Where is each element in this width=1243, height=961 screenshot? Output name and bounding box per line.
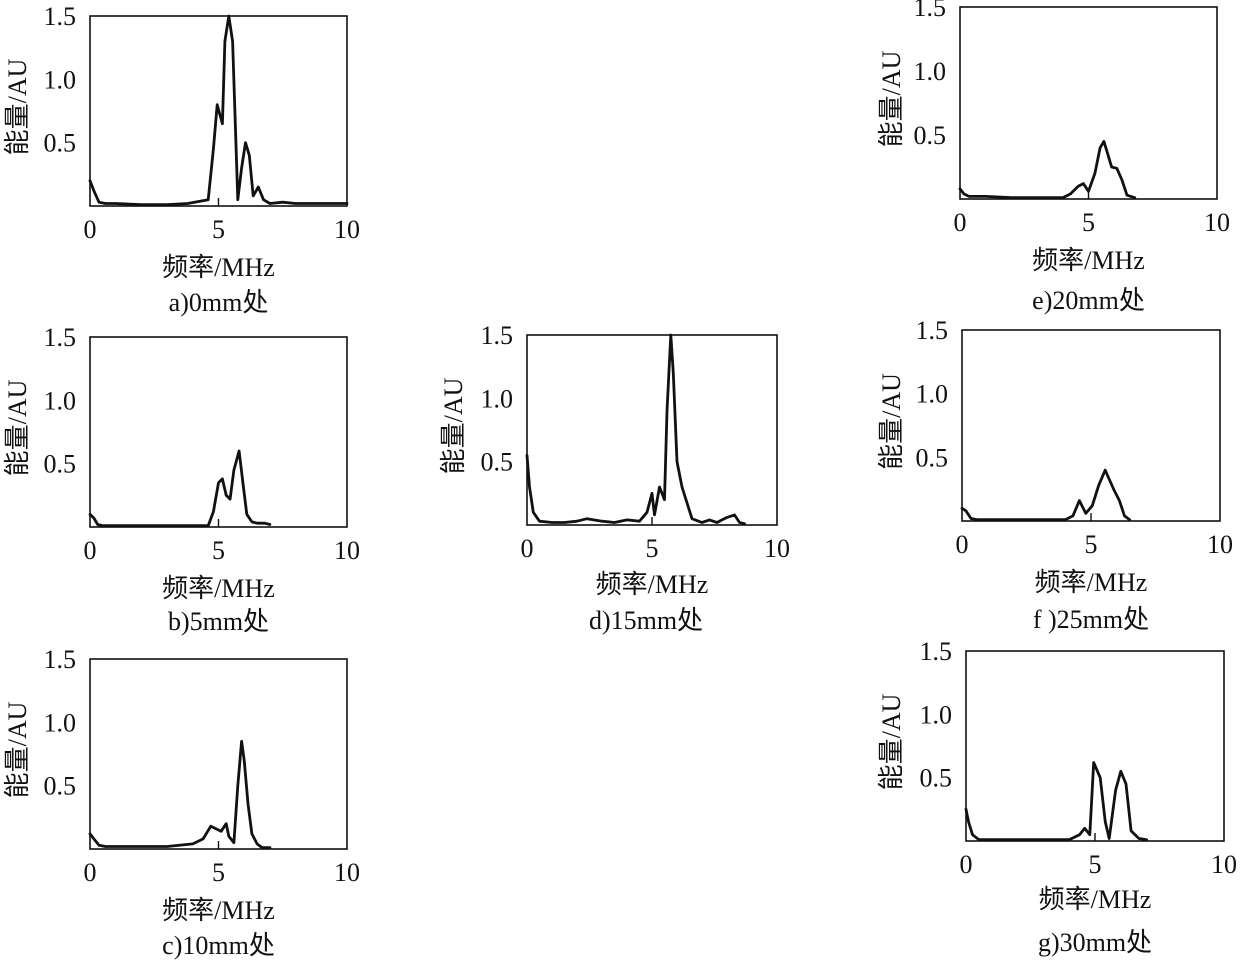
- panel-caption: f )25mm处: [1033, 605, 1149, 634]
- y-axis-label: 能量/AU: [3, 379, 32, 476]
- panel-e: 0.5 1.0 1.5 0 5 10 频率/MHz 能量/AU e)20mm处: [877, 0, 1230, 315]
- y-tick-label: 1.0: [44, 708, 77, 737]
- y-tick-label: 1.0: [916, 380, 949, 409]
- y-tick-label: 1.5: [44, 645, 77, 674]
- y-axis-label: 能量/AU: [877, 373, 906, 470]
- y-axis-label: 能量/AU: [3, 58, 32, 155]
- plot-frame: [89, 658, 348, 850]
- y-tick-label: 1.5: [481, 321, 514, 350]
- y-tick-label: 1.0: [481, 384, 514, 413]
- x-tick-label: 0: [521, 534, 534, 563]
- x-tick-label: 5: [212, 858, 225, 887]
- y-tick-label: 0.5: [44, 129, 77, 158]
- y-tick-label: 0.5: [481, 448, 514, 477]
- x-tick-label: 5: [1085, 530, 1098, 559]
- panel-b: 0.5 1.0 1.5 0 5 10 频率/MHz 能量/AU b)5mm处: [3, 323, 360, 636]
- x-tick-label: 0: [84, 536, 97, 565]
- x-tick-label: 0: [956, 530, 969, 559]
- y-tick-label: 0.5: [44, 450, 77, 479]
- series-line: [88, 739, 272, 850]
- x-tick-label: 0: [960, 850, 973, 879]
- y-tick-label: 0.5: [914, 121, 947, 150]
- y-tick-label: 1.0: [44, 386, 77, 415]
- series-line: [525, 333, 746, 526]
- x-axis-label: 频率/MHz: [1035, 568, 1148, 597]
- x-tick-label: 5: [1089, 850, 1102, 879]
- x-axis-label: 频率/MHz: [162, 253, 275, 282]
- y-tick-label: 1.5: [44, 2, 77, 31]
- x-tick-label: 5: [646, 534, 659, 563]
- x-tick-label: 10: [1211, 850, 1237, 879]
- x-tick-label: 10: [764, 534, 790, 563]
- series-line: [960, 468, 1132, 522]
- panel-c: 0.5 1.0 1.5 0 5 10 频率/MHz 能量/AU c)10mm处: [3, 645, 360, 960]
- panel-a: 0.5 1.0 1.5 0 5 10 频率/MHz 能量/AU a)0mm处: [3, 2, 360, 317]
- y-tick-label: 1.0: [920, 700, 953, 729]
- x-axis-label: 频率/MHz: [596, 570, 709, 599]
- x-tick-label: 5: [1082, 208, 1095, 237]
- y-tick-label: 0.5: [44, 772, 77, 801]
- series-line: [88, 14, 349, 207]
- series-line: [958, 140, 1137, 200]
- panel-g: 0.5 1.0 1.5 0 5 10 频率/MHz 能量/AU g)30mm处: [877, 637, 1237, 957]
- panel-caption: b)5mm处: [168, 607, 269, 636]
- y-tick-label: 1.5: [914, 0, 947, 22]
- x-tick-label: 0: [84, 858, 97, 887]
- y-tick-label: 0.5: [916, 443, 949, 472]
- panel-caption: c)10mm处: [162, 931, 275, 960]
- y-axis-label: 能量/AU: [877, 693, 906, 790]
- x-tick-label: 10: [1204, 208, 1230, 237]
- panel-caption: e)20mm处: [1032, 286, 1145, 315]
- y-tick-label: 1.5: [916, 316, 949, 345]
- panel-caption: g)30mm处: [1038, 928, 1152, 957]
- panel-caption: a)0mm处: [169, 288, 269, 317]
- series-line: [964, 761, 1148, 842]
- x-tick-label: 10: [334, 536, 360, 565]
- y-tick-label: 0.5: [920, 764, 953, 793]
- series-line: [88, 449, 272, 528]
- y-tick-label: 1.5: [920, 637, 953, 666]
- y-tick-label: 1.0: [44, 65, 77, 94]
- y-axis-label: 能量/AU: [439, 377, 468, 474]
- y-axis-label: 能量/AU: [877, 50, 906, 147]
- x-tick-label: 0: [84, 215, 97, 244]
- x-axis-label: 频率/MHz: [1032, 246, 1145, 275]
- plot-frame: [959, 6, 1218, 200]
- plot-frame: [89, 336, 348, 528]
- panel-caption: d)15mm处: [589, 606, 703, 635]
- x-tick-label: 5: [212, 215, 225, 244]
- x-tick-label: 10: [334, 858, 360, 887]
- x-tick-label: 5: [212, 536, 225, 565]
- x-axis-label: 频率/MHz: [162, 574, 275, 603]
- x-tick-label: 0: [954, 208, 967, 237]
- y-axis-label: 能量/AU: [3, 701, 32, 798]
- panel-d: 0.5 1.0 1.5 0 5 10 频率/MHz 能量/AU d)15mm处: [439, 321, 790, 635]
- plot-frame: [965, 650, 1225, 842]
- y-tick-label: 1.0: [914, 57, 947, 86]
- x-axis-label: 频率/MHz: [162, 896, 275, 925]
- y-tick-label: 1.5: [44, 323, 77, 352]
- x-axis-label: 频率/MHz: [1039, 885, 1152, 914]
- panel-f: 0.5 1.0 1.5 0 5 10 频率/MHz 能量/AU f )25mm处: [877, 316, 1233, 634]
- plot-frame: [961, 329, 1221, 522]
- x-tick-label: 10: [334, 215, 360, 244]
- x-tick-label: 10: [1207, 530, 1233, 559]
